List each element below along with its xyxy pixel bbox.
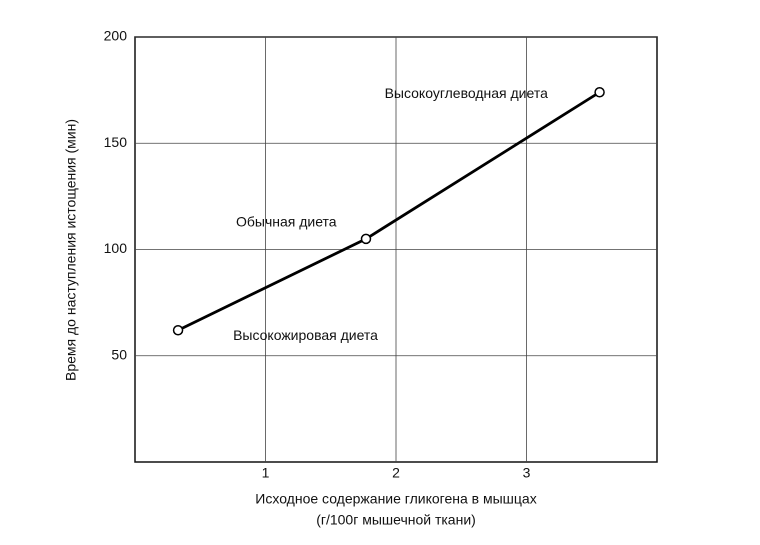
y-tick-label: 200 xyxy=(104,28,128,44)
x-axis-label: (г/100г мышечной ткани) xyxy=(316,512,476,528)
y-tick-label: 150 xyxy=(104,134,128,150)
data-point xyxy=(360,233,372,245)
data-line xyxy=(177,91,601,332)
annotation: Обычная диета xyxy=(236,214,337,230)
annotation: Высокоуглеводная диета xyxy=(385,85,548,101)
data-point xyxy=(172,325,184,336)
x-axis-label: Исходное содержание гликогена в мышцах xyxy=(255,491,536,507)
y-tick-label: 100 xyxy=(104,240,128,256)
x-tick-label: 1 xyxy=(262,465,270,481)
x-tick-label: 3 xyxy=(523,465,531,481)
y-tick-label: 50 xyxy=(111,346,127,362)
y-axis-label: Время до наступления истощения (мин) xyxy=(63,119,79,381)
annotation: Высокожировая диета xyxy=(233,327,378,343)
data-point xyxy=(594,87,605,98)
x-tick-label: 2 xyxy=(392,465,400,481)
